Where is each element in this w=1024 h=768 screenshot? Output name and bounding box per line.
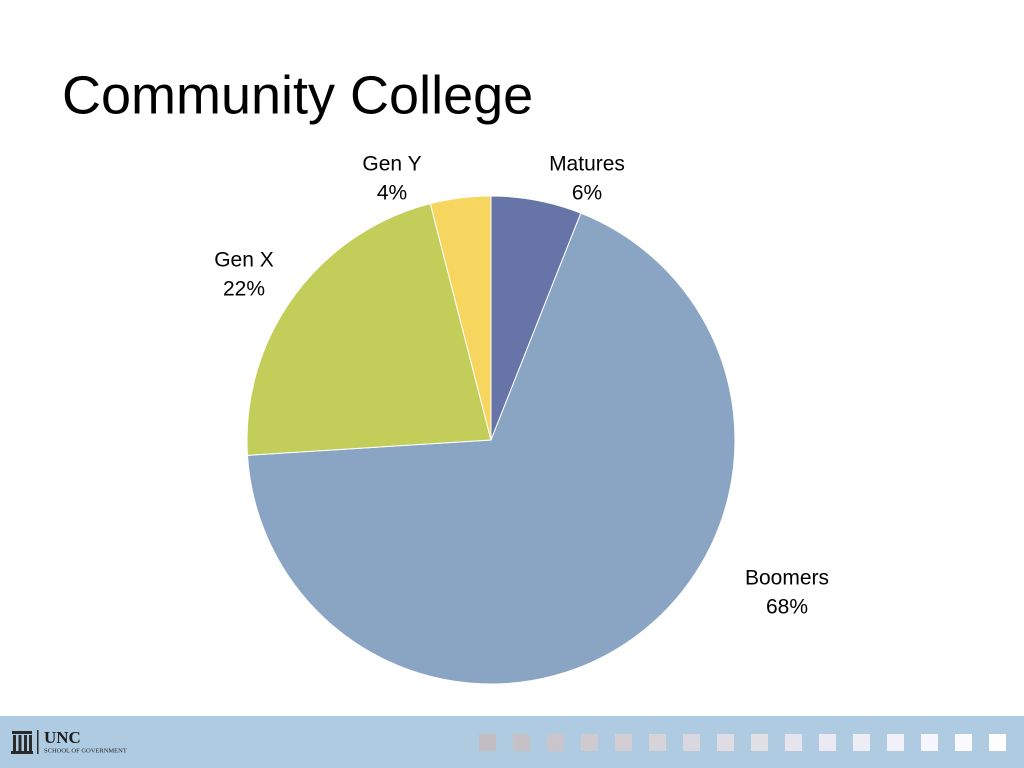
footer-square	[819, 734, 836, 751]
pie-labels: Matures 6% Boomers 68% Gen X 22% Gen Y 4%	[214, 153, 829, 619]
pie-slice	[246, 203, 492, 456]
footer-square	[751, 734, 768, 751]
footer-square	[989, 734, 1006, 751]
pie-slice	[246, 212, 736, 685]
footer-square	[581, 734, 598, 751]
footer-square	[717, 734, 734, 751]
footer-square	[547, 734, 564, 751]
slice-label: Gen Y	[362, 153, 421, 176]
slice-value-label: 68%	[766, 596, 808, 619]
slice-value-label: 6%	[572, 182, 602, 205]
slice-value-label: 22%	[223, 278, 265, 301]
footer-square	[649, 734, 666, 751]
slice-value-label: 4%	[377, 182, 407, 205]
footer-square	[513, 734, 530, 751]
footer-band	[0, 716, 1024, 768]
footer-square	[479, 734, 496, 751]
slice-label: Gen X	[214, 249, 274, 272]
footer-square	[921, 734, 938, 751]
pie-chart	[246, 195, 736, 685]
footer-square	[887, 734, 904, 751]
footer-square	[955, 734, 972, 751]
footer-square	[853, 734, 870, 751]
pie-slice	[429, 195, 492, 441]
slice-label: Boomers	[745, 567, 829, 590]
footer-subtitle: SCHOOL OF GOVERNMENT	[44, 747, 127, 754]
slice-label: Matures	[549, 153, 625, 176]
footer-square	[785, 734, 802, 751]
footer-square	[615, 734, 632, 751]
footer-square	[683, 734, 700, 751]
slide-title: Community College	[62, 65, 533, 125]
footer-squares	[479, 734, 1006, 751]
logo-icon	[11, 730, 39, 754]
footer-logo: UNC	[44, 728, 81, 747]
